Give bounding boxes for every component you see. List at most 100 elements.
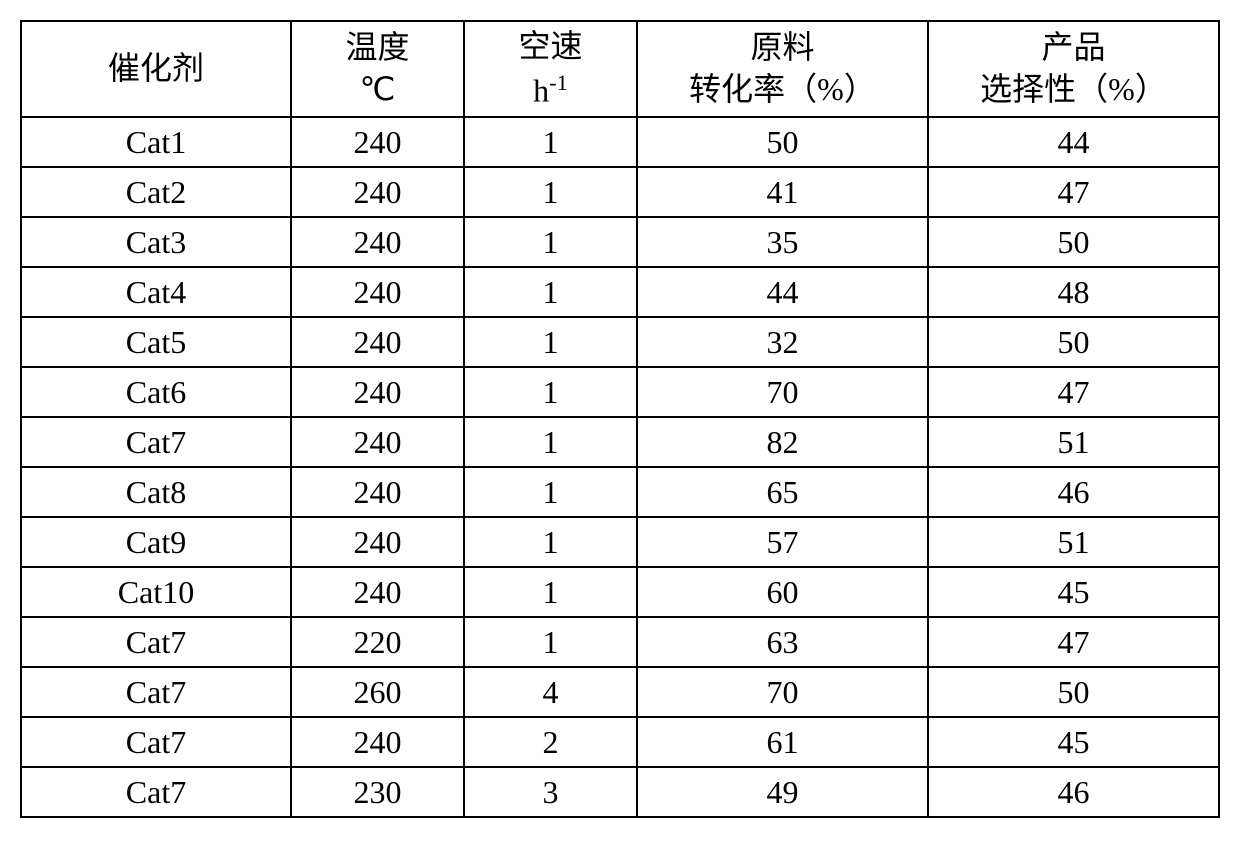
cell-space_velocity: 1 [464, 267, 637, 317]
cell-selectivity: 51 [928, 417, 1219, 467]
header-conversion-unit: 转化率（%） [638, 69, 927, 111]
table-body: Cat124015044Cat224014147Cat324013550Cat4… [21, 117, 1219, 817]
cell-conversion: 41 [637, 167, 928, 217]
cell-selectivity: 45 [928, 717, 1219, 767]
table-row: Cat224014147 [21, 167, 1219, 217]
table-row: Cat624017047 [21, 367, 1219, 417]
cell-temperature: 240 [291, 367, 464, 417]
cell-selectivity: 46 [928, 767, 1219, 817]
table-row: Cat724026145 [21, 717, 1219, 767]
table-row: Cat723034946 [21, 767, 1219, 817]
table-row: Cat324013550 [21, 217, 1219, 267]
cell-space_velocity: 1 [464, 217, 637, 267]
cell-conversion: 50 [637, 117, 928, 167]
cell-catalyst: Cat7 [21, 667, 291, 717]
table-row: Cat1024016045 [21, 567, 1219, 617]
table-row: Cat424014448 [21, 267, 1219, 317]
header-temperature: 温度 ℃ [291, 21, 464, 117]
header-temperature-unit: ℃ [292, 69, 463, 111]
table-row: Cat124015044 [21, 117, 1219, 167]
cell-catalyst: Cat6 [21, 367, 291, 417]
header-space-velocity-label: 空速 [465, 26, 636, 68]
header-selectivity-unit: 选择性（%） [929, 69, 1218, 111]
cell-temperature: 240 [291, 317, 464, 367]
cell-conversion: 57 [637, 517, 928, 567]
cell-catalyst: Cat3 [21, 217, 291, 267]
cell-space_velocity: 1 [464, 167, 637, 217]
cell-selectivity: 51 [928, 517, 1219, 567]
cell-space_velocity: 2 [464, 717, 637, 767]
cell-space_velocity: 1 [464, 517, 637, 567]
cell-conversion: 49 [637, 767, 928, 817]
table-row: Cat524013250 [21, 317, 1219, 367]
cell-selectivity: 50 [928, 217, 1219, 267]
header-catalyst-label: 催化剂 [22, 48, 290, 90]
header-conversion: 原料 转化率（%） [637, 21, 928, 117]
cell-space_velocity: 1 [464, 367, 637, 417]
cell-selectivity: 47 [928, 617, 1219, 667]
cell-temperature: 240 [291, 567, 464, 617]
cell-temperature: 240 [291, 167, 464, 217]
cell-catalyst: Cat7 [21, 767, 291, 817]
cell-selectivity: 46 [928, 467, 1219, 517]
cell-selectivity: 44 [928, 117, 1219, 167]
cell-space_velocity: 1 [464, 317, 637, 367]
table-row: Cat726047050 [21, 667, 1219, 717]
cell-catalyst: Cat7 [21, 617, 291, 667]
header-temperature-label: 温度 [292, 27, 463, 69]
header-selectivity-label: 产品 [929, 27, 1218, 69]
catalyst-data-table: 催化剂 温度 ℃ 空速 h-1 原料 转化率（%） 产品 选择性（%） [20, 20, 1220, 818]
cell-selectivity: 48 [928, 267, 1219, 317]
cell-selectivity: 50 [928, 317, 1219, 367]
header-space-velocity: 空速 h-1 [464, 21, 637, 117]
cell-catalyst: Cat5 [21, 317, 291, 367]
table-row: Cat724018251 [21, 417, 1219, 467]
header-conversion-label: 原料 [638, 27, 927, 69]
cell-conversion: 60 [637, 567, 928, 617]
cell-catalyst: Cat7 [21, 417, 291, 467]
cell-temperature: 260 [291, 667, 464, 717]
cell-conversion: 82 [637, 417, 928, 467]
cell-catalyst: Cat1 [21, 117, 291, 167]
cell-conversion: 63 [637, 617, 928, 667]
cell-temperature: 240 [291, 217, 464, 267]
catalyst-data-table-container: 催化剂 温度 ℃ 空速 h-1 原料 转化率（%） 产品 选择性（%） [20, 20, 1219, 818]
cell-space_velocity: 1 [464, 417, 637, 467]
cell-conversion: 65 [637, 467, 928, 517]
cell-temperature: 240 [291, 117, 464, 167]
cell-selectivity: 45 [928, 567, 1219, 617]
cell-space_velocity: 4 [464, 667, 637, 717]
header-selectivity: 产品 选择性（%） [928, 21, 1219, 117]
cell-temperature: 240 [291, 517, 464, 567]
cell-conversion: 35 [637, 217, 928, 267]
cell-conversion: 70 [637, 667, 928, 717]
cell-catalyst: Cat8 [21, 467, 291, 517]
cell-catalyst: Cat2 [21, 167, 291, 217]
cell-catalyst: Cat10 [21, 567, 291, 617]
cell-space_velocity: 1 [464, 567, 637, 617]
header-catalyst: 催化剂 [21, 21, 291, 117]
cell-space_velocity: 3 [464, 767, 637, 817]
header-space-velocity-unit: h-1 [465, 68, 636, 112]
cell-catalyst: Cat4 [21, 267, 291, 317]
cell-space_velocity: 1 [464, 617, 637, 667]
table-header-row: 催化剂 温度 ℃ 空速 h-1 原料 转化率（%） 产品 选择性（%） [21, 21, 1219, 117]
cell-temperature: 240 [291, 417, 464, 467]
cell-space_velocity: 1 [464, 117, 637, 167]
cell-conversion: 70 [637, 367, 928, 417]
cell-selectivity: 50 [928, 667, 1219, 717]
cell-conversion: 61 [637, 717, 928, 767]
cell-temperature: 240 [291, 267, 464, 317]
cell-temperature: 240 [291, 717, 464, 767]
cell-temperature: 240 [291, 467, 464, 517]
table-row: Cat924015751 [21, 517, 1219, 567]
cell-catalyst: Cat7 [21, 717, 291, 767]
table-row: Cat824016546 [21, 467, 1219, 517]
cell-temperature: 220 [291, 617, 464, 667]
cell-conversion: 32 [637, 317, 928, 367]
table-row: Cat722016347 [21, 617, 1219, 667]
cell-space_velocity: 1 [464, 467, 637, 517]
cell-conversion: 44 [637, 267, 928, 317]
cell-temperature: 230 [291, 767, 464, 817]
cell-selectivity: 47 [928, 167, 1219, 217]
